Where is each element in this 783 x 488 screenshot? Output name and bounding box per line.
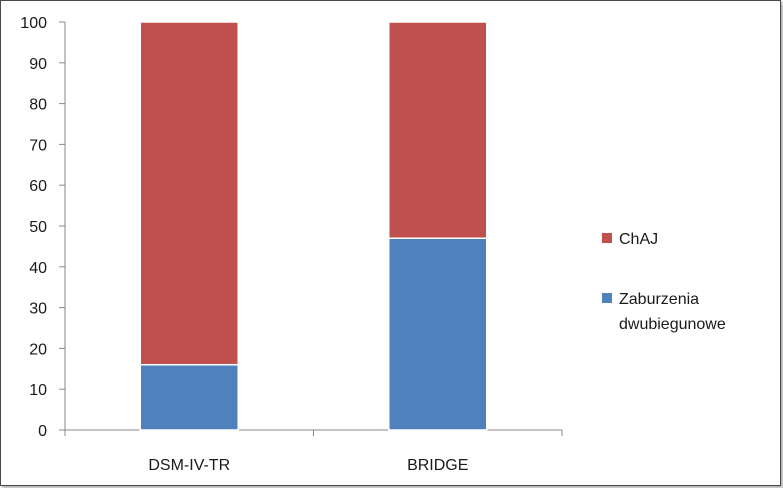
- y-tick-label: 30: [29, 301, 47, 318]
- y-tick-label: 0: [38, 423, 47, 440]
- y-tick-label: 70: [29, 137, 47, 154]
- legend-label: Zaburzenia dwubiegunowe: [619, 291, 726, 333]
- legend-label: ChAJ: [619, 231, 658, 248]
- y-tick-label: 20: [29, 341, 47, 358]
- bar-segment-red-2: [388, 21, 488, 239]
- y-tick-label: 90: [29, 56, 47, 73]
- chart-tick-labels: 0 10 20 30 40 50 60 70 80 90 100 DSM-IV-TR BRIDGE: [20, 15, 468, 474]
- y-tick-label: 80: [29, 97, 47, 114]
- legend-swatch: [602, 233, 612, 243]
- legend-swatch: [602, 293, 612, 303]
- x-category-label: DSM-IV-TR: [148, 457, 230, 474]
- x-category-label: BRIDGE: [407, 457, 468, 474]
- y-tick-label: 60: [29, 178, 47, 195]
- y-tick-label: 10: [29, 382, 47, 399]
- bar-segment-blue-2: [388, 237, 488, 431]
- bar-segment-blue-1: [139, 363, 239, 431]
- bar-segment-red-1: [139, 21, 239, 366]
- y-tick-label: 40: [29, 260, 47, 277]
- chart-bars: [139, 21, 488, 431]
- y-tick-label: 100: [20, 15, 47, 32]
- y-tick-label: 50: [29, 219, 47, 236]
- chart-legend: ChAJ Zaburzenia dwubiegunowe: [602, 231, 726, 333]
